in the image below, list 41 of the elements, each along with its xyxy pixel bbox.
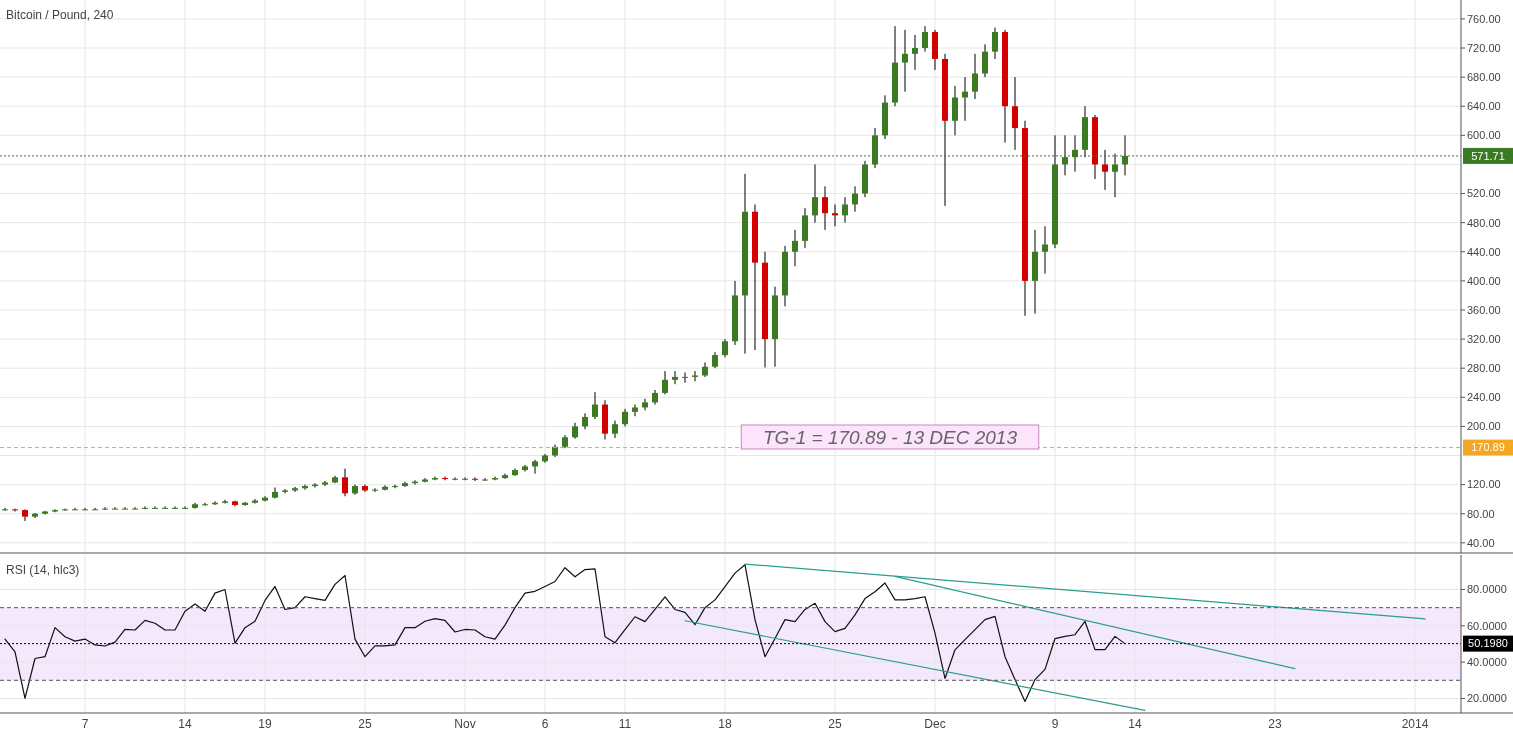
y-tick-label: 640.00: [1467, 100, 1501, 113]
y-tick-label: 280.00: [1467, 362, 1501, 375]
y-tick-label: 360.00: [1467, 303, 1501, 316]
x-tick-label: 14: [1128, 717, 1142, 731]
y-tick-label: 240.00: [1467, 391, 1501, 404]
y-tick-label: 520.00: [1467, 187, 1501, 200]
x-tick-label: 18: [718, 717, 732, 731]
x-tick-label: 11: [618, 717, 632, 731]
y-tick-label: 20.0000: [1467, 692, 1507, 705]
x-tick-label: 7: [81, 717, 89, 731]
y-tick-label: 320.00: [1467, 332, 1501, 345]
y-tick-label: 760.00: [1467, 12, 1501, 25]
annotation: TG-1 = 170.89 - 13 DEC 2013: [762, 426, 1018, 448]
x-tick-label: 6: [541, 717, 549, 731]
x-tick-label: 25: [828, 717, 842, 731]
text: Bitcoin / Pound, 240: [6, 8, 114, 22]
y-tick-label: 480.00: [1467, 216, 1501, 229]
y-tick-label: 60.0000: [1467, 619, 1507, 632]
x-tick-label: 9: [1051, 717, 1059, 731]
y-tick-label: 440.00: [1467, 245, 1501, 258]
ref-line-label: 50.1980: [1468, 637, 1508, 650]
y-tick-label: 720.00: [1467, 41, 1501, 54]
x-tick-label: Nov: [454, 717, 476, 731]
x-tick-label: 23: [1268, 717, 1282, 731]
x-tick-label: 19: [258, 717, 272, 731]
y-tick-label: 40.00: [1467, 536, 1495, 549]
x-tick-label: 25: [358, 717, 372, 731]
y-tick-label: 80.00: [1467, 507, 1495, 520]
x-tick-label: 14: [178, 717, 192, 731]
y-tick-label: 680.00: [1467, 70, 1501, 83]
ref-line-label: 571.71: [1471, 149, 1505, 162]
x-tick-label: Dec: [924, 717, 946, 731]
text: RSI (14, hlc3): [6, 563, 80, 577]
y-tick-label: 120.00: [1467, 478, 1501, 491]
y-tick-label: 200.00: [1467, 420, 1501, 433]
y-tick-label: 400.00: [1467, 274, 1501, 287]
ref-line-label: 170.89: [1471, 441, 1505, 454]
y-tick-label: 80.0000: [1467, 583, 1507, 596]
x-tick-label: 2014: [1401, 717, 1429, 731]
y-tick-label: 600.00: [1467, 129, 1501, 142]
y-tick-label: 40.0000: [1467, 656, 1507, 668]
